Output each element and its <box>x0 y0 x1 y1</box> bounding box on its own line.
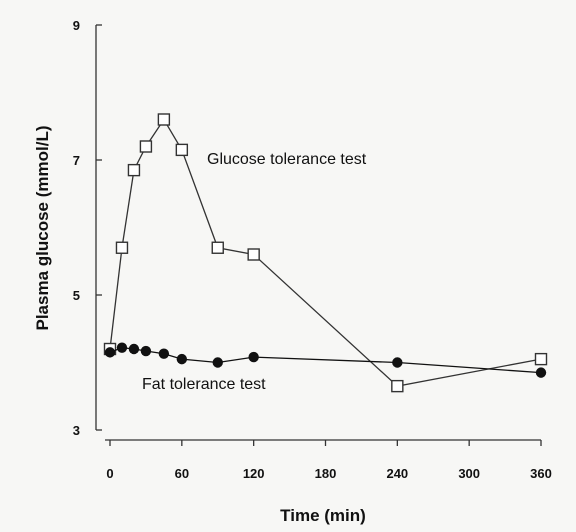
x-tick-label: 180 <box>315 466 337 481</box>
data-point-circle <box>212 357 223 368</box>
series-layer <box>103 113 548 393</box>
data-point-circle <box>176 353 188 365</box>
data-point-square <box>211 241 224 254</box>
x-tick-label: 360 <box>530 466 552 481</box>
data-point-circle <box>248 351 259 363</box>
x-ticks: 0 60 120 180 240 300 360 <box>106 440 552 481</box>
data-point-circle <box>140 345 152 357</box>
x-tick-label: 60 <box>175 466 189 481</box>
data-point-square <box>157 113 171 126</box>
series-label-fat: Fat tolerance test <box>142 376 266 393</box>
series-line <box>109 346 542 374</box>
data-point-square <box>534 352 548 366</box>
series-1 <box>104 342 547 378</box>
data-point-circle <box>392 357 403 368</box>
x-tick-label: 120 <box>243 466 265 481</box>
series-label-glucose: Glucose tolerance test <box>207 151 367 168</box>
y-tick-label: 9 <box>73 18 80 33</box>
axes <box>95 25 541 441</box>
data-point-square <box>127 163 141 177</box>
x-tick-label: 240 <box>386 466 408 481</box>
data-point-square <box>247 248 260 261</box>
data-point-circle <box>128 343 140 355</box>
data-point-circle <box>535 367 547 378</box>
y-ticks: 3 5 7 9 <box>73 18 102 438</box>
data-point-circle <box>158 348 170 359</box>
data-point-circle <box>116 342 128 353</box>
data-point-circle <box>104 347 116 358</box>
data-point-square <box>139 140 153 153</box>
series-0 <box>103 113 548 393</box>
data-point-square <box>391 379 404 393</box>
series-line <box>109 118 542 387</box>
data-point-square <box>115 241 129 254</box>
y-tick-label: 3 <box>73 423 80 438</box>
y-axis-title: Plasma glucose (mmol/L) <box>33 126 52 331</box>
y-tick-label: 5 <box>73 288 80 303</box>
x-tick-label: 300 <box>458 466 480 481</box>
x-tick-label: 0 <box>106 466 113 481</box>
data-point-square <box>175 143 189 157</box>
x-axis-title: Time (min) <box>280 506 366 525</box>
y-tick-label: 7 <box>73 153 80 168</box>
